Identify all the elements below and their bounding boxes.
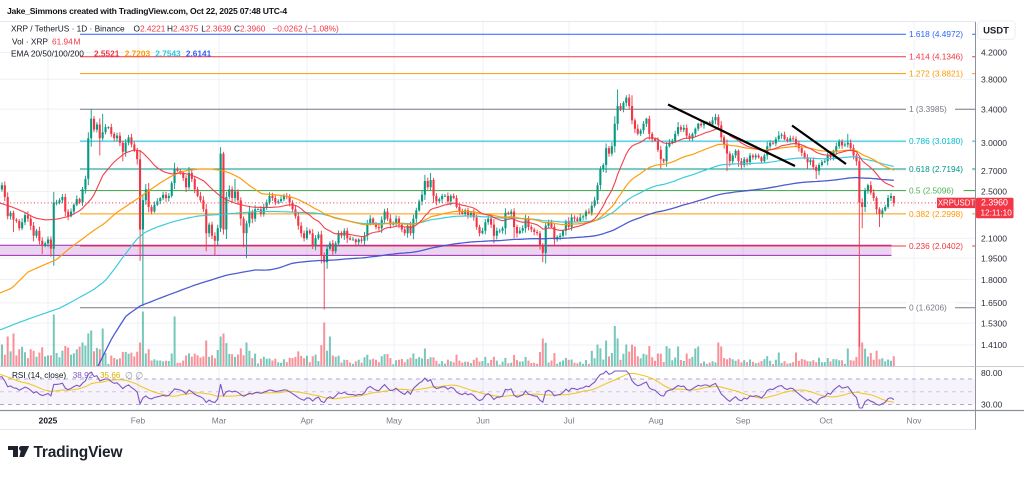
svg-text:30.00: 30.00 bbox=[981, 400, 1003, 410]
svg-text:0.786 (3.0180): 0.786 (3.0180) bbox=[909, 136, 963, 146]
svg-text:80.00: 80.00 bbox=[981, 368, 1003, 378]
svg-text:1.4100: 1.4100 bbox=[981, 340, 1007, 350]
svg-text:2.7203: 2.7203 bbox=[125, 49, 151, 59]
svg-text:0.5 (2.5096): 0.5 (2.5096) bbox=[909, 186, 954, 196]
svg-text:L2.3639: L2.3639 bbox=[201, 23, 231, 33]
svg-text:Jun: Jun bbox=[476, 416, 490, 426]
svg-text:Jake_Simmons created with Trad: Jake_Simmons created with TradingView.co… bbox=[7, 6, 287, 16]
svg-text:2.3960: 2.3960 bbox=[981, 198, 1008, 208]
svg-text:USDT: USDT bbox=[983, 25, 1009, 36]
svg-text:0.236 (2.0402): 0.236 (2.0402) bbox=[909, 241, 963, 251]
svg-text:1.272 (3.8821): 1.272 (3.8821) bbox=[909, 69, 963, 79]
svg-text:Apr: Apr bbox=[300, 416, 313, 426]
svg-text:2.5521: 2.5521 bbox=[94, 49, 120, 59]
svg-text:61.94: 61.94 bbox=[52, 36, 73, 46]
svg-text:1.8000: 1.8000 bbox=[981, 275, 1007, 285]
svg-text:∅ ∅: ∅ ∅ bbox=[125, 370, 143, 380]
svg-text:2.7000: 2.7000 bbox=[981, 166, 1007, 176]
svg-text:M: M bbox=[74, 36, 81, 46]
svg-text:35.66: 35.66 bbox=[100, 371, 121, 380]
svg-text:1.9500: 1.9500 bbox=[981, 253, 1007, 263]
svg-text:2.6141: 2.6141 bbox=[186, 49, 212, 59]
svg-text:XRPUSDT: XRPUSDT bbox=[938, 199, 975, 208]
svg-text:2.1000: 2.1000 bbox=[981, 234, 1007, 244]
svg-text:Feb: Feb bbox=[131, 416, 146, 426]
svg-text:Vol · XRP: Vol · XRP bbox=[12, 36, 48, 46]
svg-text:XRP / TetherUS · 1D · Binance: XRP / TetherUS · 1D · Binance bbox=[11, 23, 125, 33]
svg-text:0 (1.6206): 0 (1.6206) bbox=[909, 303, 947, 313]
svg-text:Nov: Nov bbox=[907, 416, 923, 426]
svg-text:1 (3.3985): 1 (3.3985) bbox=[909, 104, 947, 114]
svg-text:2.5000: 2.5000 bbox=[981, 187, 1007, 197]
svg-text:Oct: Oct bbox=[819, 416, 833, 426]
svg-text:1.618 (4.4972): 1.618 (4.4972) bbox=[909, 29, 963, 39]
svg-text:H2.4375: H2.4375 bbox=[167, 23, 199, 33]
svg-text:1.414 (4.1346): 1.414 (4.1346) bbox=[909, 52, 963, 62]
svg-text:1.6500: 1.6500 bbox=[981, 298, 1007, 308]
svg-text:0.618 (2.7194): 0.618 (2.7194) bbox=[909, 164, 963, 174]
svg-text:2.7543: 2.7543 bbox=[155, 49, 181, 59]
svg-text:38.92: 38.92 bbox=[73, 371, 94, 380]
svg-text:0.382 (2.2998): 0.382 (2.2998) bbox=[909, 209, 963, 219]
svg-text:3.4000: 3.4000 bbox=[981, 104, 1007, 114]
svg-text:C2.3960: C2.3960 bbox=[234, 23, 266, 33]
svg-text:RSI (14, close): RSI (14, close) bbox=[12, 371, 66, 380]
svg-text:4.2000: 4.2000 bbox=[981, 48, 1007, 58]
svg-text:3.0000: 3.0000 bbox=[981, 138, 1007, 148]
svg-text:Mar: Mar bbox=[212, 416, 227, 426]
svg-text:EMA 20/50/100/200: EMA 20/50/100/200 bbox=[11, 49, 84, 59]
svg-text:May: May bbox=[386, 416, 403, 426]
svg-text:3.8000: 3.8000 bbox=[981, 75, 1007, 85]
svg-text:12:11:10: 12:11:10 bbox=[981, 209, 1013, 218]
svg-text:Aug: Aug bbox=[649, 416, 664, 426]
svg-text:−0.0262 (−1.08%): −0.0262 (−1.08%) bbox=[272, 23, 339, 33]
svg-text:Sep: Sep bbox=[736, 416, 751, 426]
svg-text:1.5300: 1.5300 bbox=[981, 318, 1007, 328]
svg-text:TradingView: TradingView bbox=[34, 444, 124, 461]
svg-text:Jul: Jul bbox=[564, 416, 575, 426]
svg-text:O2.4221: O2.4221 bbox=[134, 23, 166, 33]
svg-text:2025: 2025 bbox=[39, 416, 58, 426]
